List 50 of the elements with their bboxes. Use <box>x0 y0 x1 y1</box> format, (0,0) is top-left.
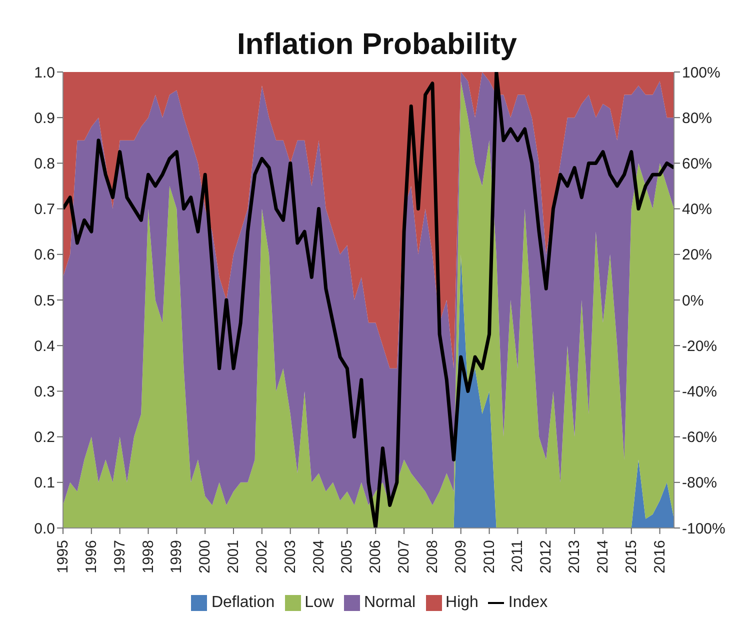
y2-tick-label: -20% <box>682 338 718 355</box>
y-tick-label: 1.0 <box>34 64 55 82</box>
y-tick-label: 0.4 <box>34 338 55 355</box>
x-tick-label: 2004 <box>310 540 328 574</box>
y2-tick-label: -40% <box>682 384 718 401</box>
legend-label: High <box>446 594 478 611</box>
x-tick-label: 2010 <box>480 540 498 574</box>
x-tick-label: 2006 <box>367 540 384 574</box>
x-tick-label: 2003 <box>282 540 299 574</box>
x-tick-label: 2002 <box>253 540 270 574</box>
x-tick-label: 2014 <box>594 540 612 574</box>
y2-tick-label: -80% <box>682 474 718 492</box>
y2-tick-label: 40% <box>682 201 712 218</box>
y2-tick-label: 0% <box>682 292 704 310</box>
y-tick-label: 0.5 <box>34 292 55 310</box>
y-tick-label: 0.9 <box>34 110 55 127</box>
y-tick-label: 0.7 <box>34 201 55 218</box>
y2-tick-label: -60% <box>682 429 718 446</box>
x-tick-label: 2007 <box>396 540 413 574</box>
y-tick-label: 0.0 <box>34 520 55 538</box>
legend-label: Normal <box>364 594 416 611</box>
x-tick-label: 2009 <box>452 540 470 574</box>
x-tick-label: 2016 <box>651 540 668 574</box>
x-tick-label: 2001 <box>225 540 242 574</box>
y-tick-label: 0.8 <box>34 156 55 173</box>
chart-title: Inflation Probability <box>236 27 518 62</box>
x-tick-label: 1998 <box>140 540 157 574</box>
y2-tick-label: 100% <box>682 64 720 82</box>
x-tick-label: 1995 <box>54 540 72 574</box>
y2-tick-label: -100% <box>682 520 726 538</box>
legend-label: Deflation <box>211 594 275 611</box>
x-tick-label: 1997 <box>111 540 128 574</box>
x-tick-label: 2015 <box>622 540 640 574</box>
y2-tick-label: 20% <box>682 246 712 264</box>
y2-tick-label: 60% <box>682 156 712 173</box>
x-tick-label: 2000 <box>196 540 214 574</box>
legend-label: Low <box>304 594 334 611</box>
y-tick-label: 0.3 <box>34 384 55 401</box>
x-tick-label: 2008 <box>424 540 441 574</box>
y2-tick-label: 80% <box>682 110 712 127</box>
x-tick-label: 1996 <box>82 540 100 574</box>
x-tick-label: 2012 <box>538 540 555 574</box>
x-tick-label: 2005 <box>338 540 356 574</box>
legend-label: Index <box>508 594 548 611</box>
x-tick-label: 2011 <box>509 540 526 572</box>
y-tick-label: 0.6 <box>34 246 55 264</box>
x-tick-label: 1999 <box>168 540 186 574</box>
x-tick-label: 2013 <box>566 540 584 574</box>
y-tick-label: 0.2 <box>34 429 55 446</box>
y-tick-label: 0.1 <box>34 474 55 492</box>
